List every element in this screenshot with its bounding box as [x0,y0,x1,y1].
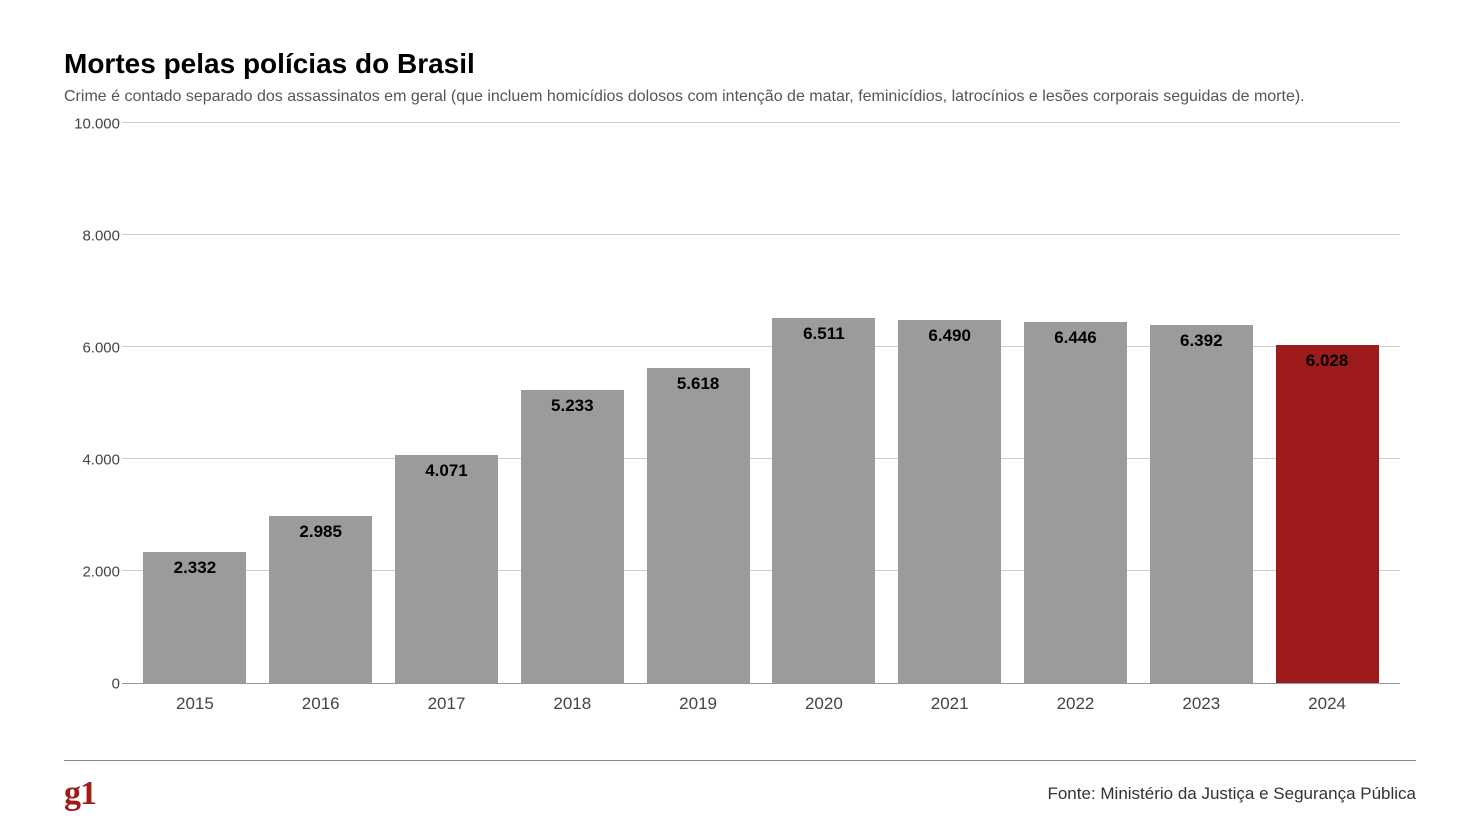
g1-logo: g1 [64,775,96,813]
bar-value-label: 6.511 [772,324,875,344]
y-tick-label: 2.000 [64,564,120,581]
bar-value-label: 5.233 [521,396,624,416]
bar: 6.446 [1024,322,1127,683]
bar: 6.028 [1276,345,1379,683]
x-tick-label: 2015 [132,694,258,714]
chart-container: Mortes pelas polícias do Brasil Crime é … [0,0,1464,833]
x-tick-label: 2023 [1138,694,1264,714]
x-tick-label: 2021 [887,694,1013,714]
x-tick-label: 2022 [1013,694,1139,714]
bar-value-label: 6.392 [1150,331,1253,351]
source-text: Fonte: Ministério da Justiça e Segurança… [1047,784,1416,804]
bar-slot: 5.618 [635,124,761,683]
chart-area: 02.0004.0006.0008.00010.000 2.3322.9854.… [64,124,1400,714]
bar-value-label: 6.490 [898,326,1001,346]
bar-slot: 2.985 [258,124,384,683]
bar-slot: 6.392 [1138,124,1264,683]
bar-value-label: 2.332 [143,558,246,578]
chart-subtitle: Crime é contado separado dos assassinato… [64,88,1416,106]
bar-slot: 6.446 [1013,124,1139,683]
chart-footer: g1 Fonte: Ministério da Justiça e Segura… [64,760,1416,813]
bar: 5.233 [521,390,624,683]
bar: 4.071 [395,455,498,683]
x-tick-label: 2018 [509,694,635,714]
gridline [122,122,1400,123]
bar: 2.332 [143,552,246,683]
x-tick-label: 2024 [1264,694,1390,714]
bar-slot: 6.028 [1264,124,1390,683]
chart-title: Mortes pelas polícias do Brasil [64,48,1416,80]
bar-slot: 4.071 [384,124,510,683]
bar: 2.985 [269,516,372,683]
bar-value-label: 2.985 [269,522,372,542]
bar-slot: 6.490 [887,124,1013,683]
x-tick-label: 2020 [761,694,887,714]
bars-group: 2.332 2.985 4.071 5.233 5.618 6.511 6.490 6.446… [122,124,1400,683]
x-tick-label: 2019 [635,694,761,714]
bar-slot: 2.332 [132,124,258,683]
bar-value-label: 6.028 [1276,351,1379,371]
bar-value-label: 5.618 [647,374,750,394]
bar-slot: 6.511 [761,124,887,683]
y-tick-label: 6.000 [64,340,120,357]
bar: 6.511 [772,318,875,683]
bar: 6.490 [898,320,1001,683]
y-tick-label: 4.000 [64,452,120,469]
x-tick-label: 2016 [258,694,384,714]
y-tick-label: 10.000 [64,116,120,133]
bar-value-label: 4.071 [395,461,498,481]
x-tick-label: 2017 [384,694,510,714]
y-tick-label: 8.000 [64,228,120,245]
bar-value-label: 6.446 [1024,328,1127,348]
bar-chart: 2.332 2.985 4.071 5.233 5.618 6.511 6.490 6.446… [122,124,1400,684]
x-axis-labels: 2015201620172018201920202021202220232024 [122,684,1400,714]
bar: 6.392 [1150,325,1253,683]
y-tick-label: 0 [64,676,120,693]
bar-slot: 5.233 [509,124,635,683]
bar: 5.618 [647,368,750,683]
